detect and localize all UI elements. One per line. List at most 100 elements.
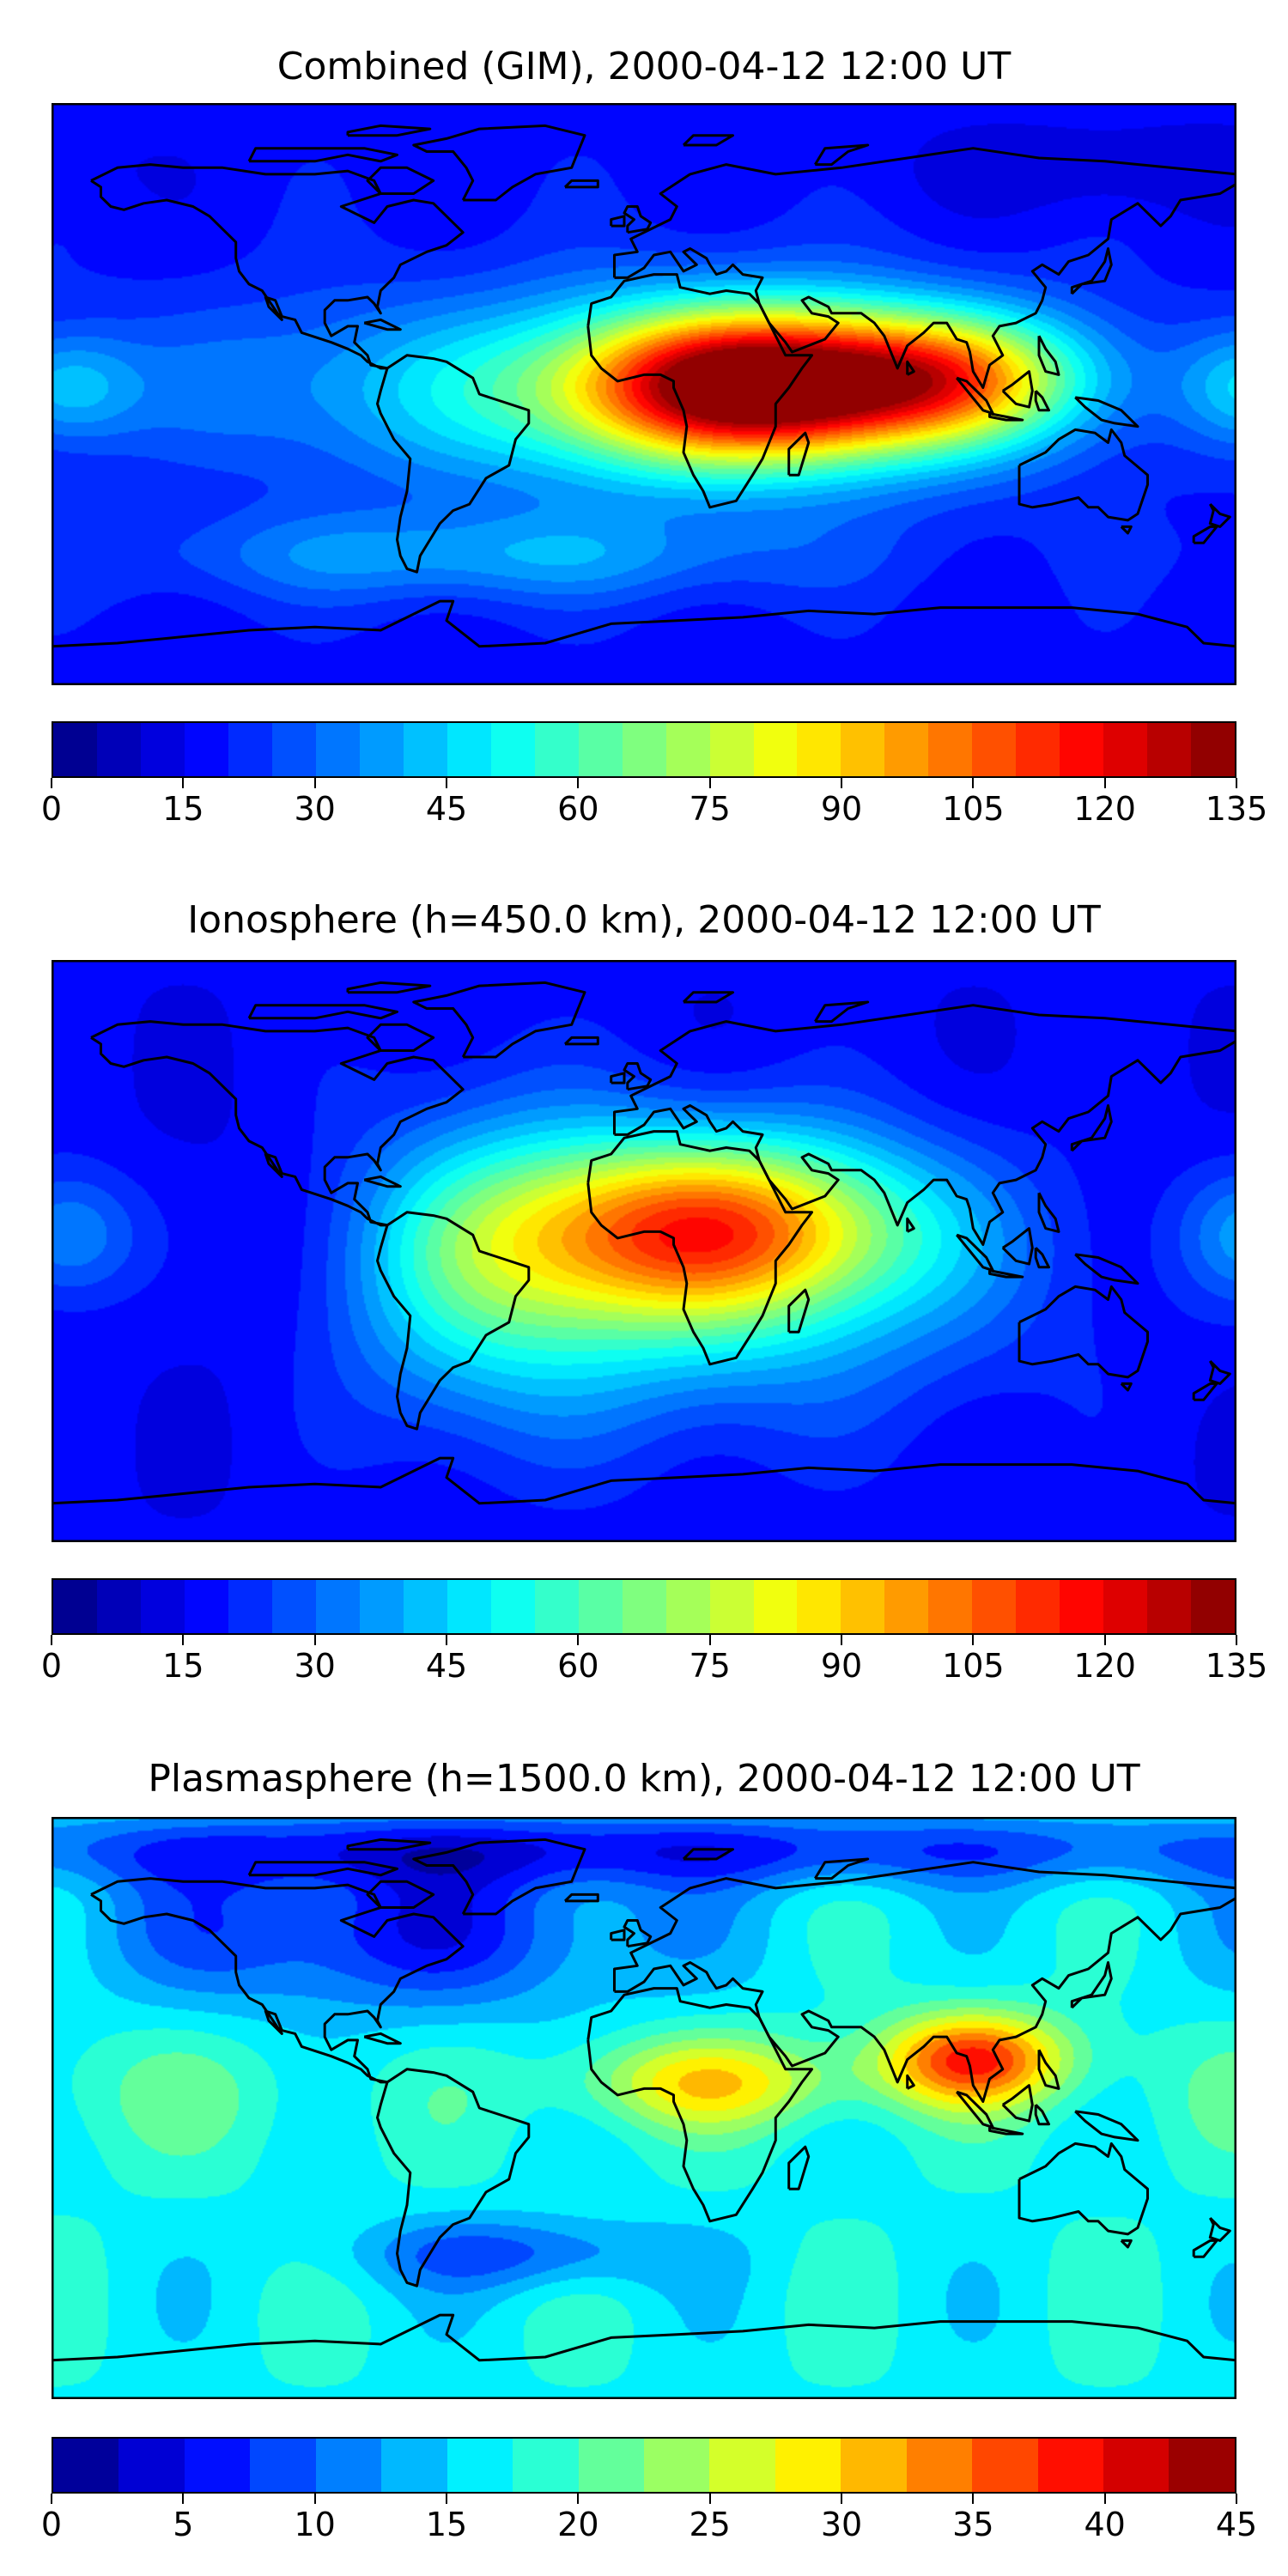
colorbar-segment (972, 1580, 1017, 1633)
colorbar-segment (118, 2439, 185, 2492)
colorbar-segment (709, 723, 754, 776)
colorbar-segment (447, 723, 491, 776)
colorbar-tick-label: 90 (820, 1647, 863, 1685)
colorbar-segment (271, 1580, 316, 1633)
colorbar-tick-label: 30 (294, 790, 336, 828)
colorbar-tick-label: 60 (557, 790, 599, 828)
colorbar-tick (51, 778, 52, 788)
colorbar-tick (313, 1635, 316, 1645)
colorbar-tick-label: 30 (820, 2506, 863, 2543)
colorbar (52, 721, 1236, 778)
colorbar-segment (665, 1580, 710, 1633)
colorbar-tick-label: 20 (557, 2506, 599, 2543)
colorbar-segment (534, 723, 579, 776)
colorbar-tick (182, 2494, 185, 2504)
colorbar-tick (841, 2494, 842, 2504)
colorbar-segment (96, 1580, 141, 1633)
colorbar-segment (315, 1580, 360, 1633)
colorbar-tick-label: 135 (1205, 1647, 1268, 1685)
colorbar-segment (359, 723, 404, 776)
colorbar-segment (797, 1580, 841, 1633)
colorbar-segment (928, 723, 973, 776)
colorbar-segment (643, 2439, 710, 2492)
colorbar-segment (1037, 2439, 1103, 2492)
colorbar-segment (841, 723, 885, 776)
colorbar-segment (1103, 1580, 1148, 1633)
colorbar-tick-label: 15 (162, 1647, 204, 1685)
colorbar-segment (709, 2439, 775, 2492)
colorbar-segment (578, 1580, 623, 1633)
colorbar-tick (51, 1635, 52, 1645)
colorbar-segment (228, 723, 272, 776)
colorbar-segment (271, 723, 316, 776)
colorbar-segment (622, 1580, 666, 1633)
colorbar-segment (403, 723, 447, 776)
colorbar-segment (315, 723, 360, 776)
colorbar-segment (622, 723, 666, 776)
colorbar-segment (841, 2439, 907, 2492)
map-title: Plasmasphere (h=1500.0 km), 2000-04-12 1… (148, 1757, 1140, 1801)
colorbar-segment (1147, 723, 1192, 776)
colorbar-tick (446, 1635, 447, 1645)
colorbar-segment (184, 2439, 251, 2492)
colorbar-tick-label: 10 (294, 2506, 336, 2543)
colorbar-segment (250, 2439, 316, 2492)
map-title: Combined (GIM), 2000-04-12 12:00 UT (276, 45, 1012, 88)
colorbar-tick-label: 0 (40, 1647, 63, 1685)
colorbar-segment (797, 723, 841, 776)
colorbar-tick-label: 25 (689, 2506, 731, 2543)
colorbar-tick (1236, 1635, 1237, 1645)
colorbar-tick (182, 1635, 185, 1645)
colorbar-tick-label: 45 (425, 1647, 468, 1685)
colorbar-tick-label: 105 (942, 790, 1005, 828)
colorbar-tick (841, 1635, 842, 1645)
colorbar-tick (577, 778, 580, 788)
coastline-overlay (52, 960, 1236, 1542)
colorbar-segment (490, 723, 535, 776)
colorbar-segment (928, 1580, 973, 1633)
colorbar-segment (884, 723, 929, 776)
colorbar-segment (513, 2439, 579, 2492)
colorbar-tick-label: 45 (425, 790, 468, 828)
colorbar-segment (184, 723, 228, 776)
colorbar-segment (884, 1580, 929, 1633)
colorbar-tick-label: 15 (425, 2506, 468, 2543)
colorbar-segment (578, 723, 623, 776)
colorbar-segment (1016, 1580, 1060, 1633)
colorbar-segment (753, 723, 798, 776)
colorbar-segment (447, 2439, 513, 2492)
colorbar-segment (1060, 723, 1104, 776)
colorbar-tick (708, 778, 711, 788)
colorbar-ticks: 0 5 10 15 20 25 30 35 40 45 (41, 2494, 1257, 2545)
colorbar-ticks: 0 15 30 45 60 75 90 105 120 135 (41, 1635, 1267, 1686)
coastline-overlay (52, 103, 1236, 685)
colorbar-tick-label: 40 (1084, 2506, 1126, 2543)
colorbar-tick (313, 778, 316, 788)
colorbar-segment (1103, 2439, 1170, 2492)
colorbar-segment (534, 1580, 579, 1633)
colorbar-tick (182, 778, 185, 788)
colorbar-segment (96, 723, 141, 776)
colorbar-tick (1236, 2494, 1237, 2504)
colorbar-tick (841, 778, 842, 788)
colorbar-tick (708, 2494, 711, 2504)
colorbar-segment (906, 2439, 973, 2492)
colorbar-tick-label: 75 (689, 1647, 731, 1685)
colorbar-segment (972, 2439, 1038, 2492)
colorbar-tick (972, 2494, 975, 2504)
colorbar (52, 1578, 1236, 1635)
colorbar-tick-label: 35 (952, 2506, 994, 2543)
colorbar-segment (1016, 723, 1060, 776)
colorbar-tick (577, 1635, 580, 1645)
colorbar-tick (1236, 778, 1237, 788)
colorbar-tick-label: 120 (1073, 1647, 1136, 1685)
colorbar-segment (315, 2439, 382, 2492)
colorbar-segment (403, 1580, 447, 1633)
colorbar-tick (1103, 778, 1106, 788)
colorbar-tick (1103, 2494, 1106, 2504)
colorbar-segment (1147, 1580, 1192, 1633)
colorbar-segment (184, 1580, 228, 1633)
colorbar-segment (53, 723, 97, 776)
colorbar-tick-label: 30 (294, 1647, 336, 1685)
colorbar-tick-label: 60 (557, 1647, 599, 1685)
